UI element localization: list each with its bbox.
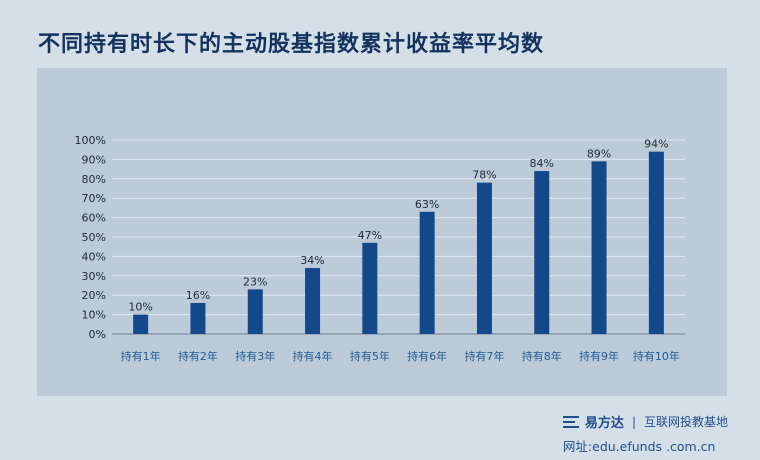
- website-url[interactable]: 网址:edu.efunds .com.cn: [562, 439, 716, 454]
- brand-row: 易方达 | 互联网投教基地: [562, 412, 728, 431]
- bar: [362, 242, 378, 334]
- bar-chart: 0% 10% 20% 30% 40% 50% 60% 70% 80% 90% 100% 10% 持有1年…: [75, 134, 685, 363]
- bar: [476, 182, 492, 334]
- x-tick-label: 持有7年: [464, 349, 504, 363]
- data-label: 63%: [415, 198, 439, 211]
- bar: [419, 211, 435, 334]
- data-label: 47%: [358, 229, 382, 242]
- data-label: 16%: [186, 289, 210, 302]
- y-tick-label: 20%: [82, 289, 106, 302]
- data-label: 23%: [243, 275, 267, 288]
- efunds-logo-icon: [562, 415, 579, 428]
- y-tick-label: 100%: [75, 134, 106, 147]
- chart-title: 不同持有时长下的主动股基指数累计收益率平均数: [38, 32, 545, 57]
- x-tick-label: 持有4年: [293, 349, 333, 363]
- y-tick-label: 80%: [82, 173, 106, 186]
- data-label: 84%: [530, 157, 554, 170]
- data-label: 89%: [587, 147, 611, 160]
- brand-subtitle: 互联网投教基地: [643, 415, 728, 429]
- y-tick-label: 50%: [82, 231, 106, 244]
- y-tick-label: 30%: [82, 270, 106, 283]
- x-tick-label: 持有1年: [121, 349, 161, 363]
- data-label: 78%: [472, 169, 496, 182]
- y-tick-label: 90%: [82, 153, 106, 166]
- chart-panel: 0% 10% 20% 30% 40% 50% 60% 70% 80% 90% 100% 10% 持有1年…: [37, 68, 727, 396]
- x-tick-label: 持有5年: [350, 349, 390, 363]
- x-tick-label: 持有3年: [235, 349, 275, 363]
- y-tick-label: 10%: [82, 309, 106, 322]
- data-label: 94%: [644, 138, 668, 151]
- bar: [534, 171, 550, 334]
- bar: [591, 161, 607, 334]
- data-label: 10%: [128, 301, 152, 314]
- y-tick-label: 60%: [82, 212, 106, 225]
- footer: 易方达 | 互联网投教基地 网址:edu.efunds .com.cn: [562, 412, 728, 455]
- x-tick-label: 持有2年: [178, 349, 218, 363]
- y-tick-label: 70%: [82, 192, 106, 205]
- x-tick-label: 持有8年: [522, 349, 562, 363]
- brand-separator: |: [631, 414, 636, 429]
- x-tick-label: 持有10年: [633, 349, 680, 363]
- x-tick-label: 持有6年: [407, 349, 447, 363]
- bar: [305, 268, 321, 334]
- y-tick-label: 40%: [82, 250, 106, 263]
- brand-name: 易方达: [584, 416, 624, 431]
- x-tick-label: 持有9年: [579, 349, 619, 363]
- bar: [648, 151, 664, 334]
- bar: [247, 289, 263, 334]
- y-tick-label: 0%: [89, 328, 106, 341]
- bar: [133, 314, 149, 334]
- data-label: 34%: [300, 254, 324, 267]
- bar: [190, 302, 206, 334]
